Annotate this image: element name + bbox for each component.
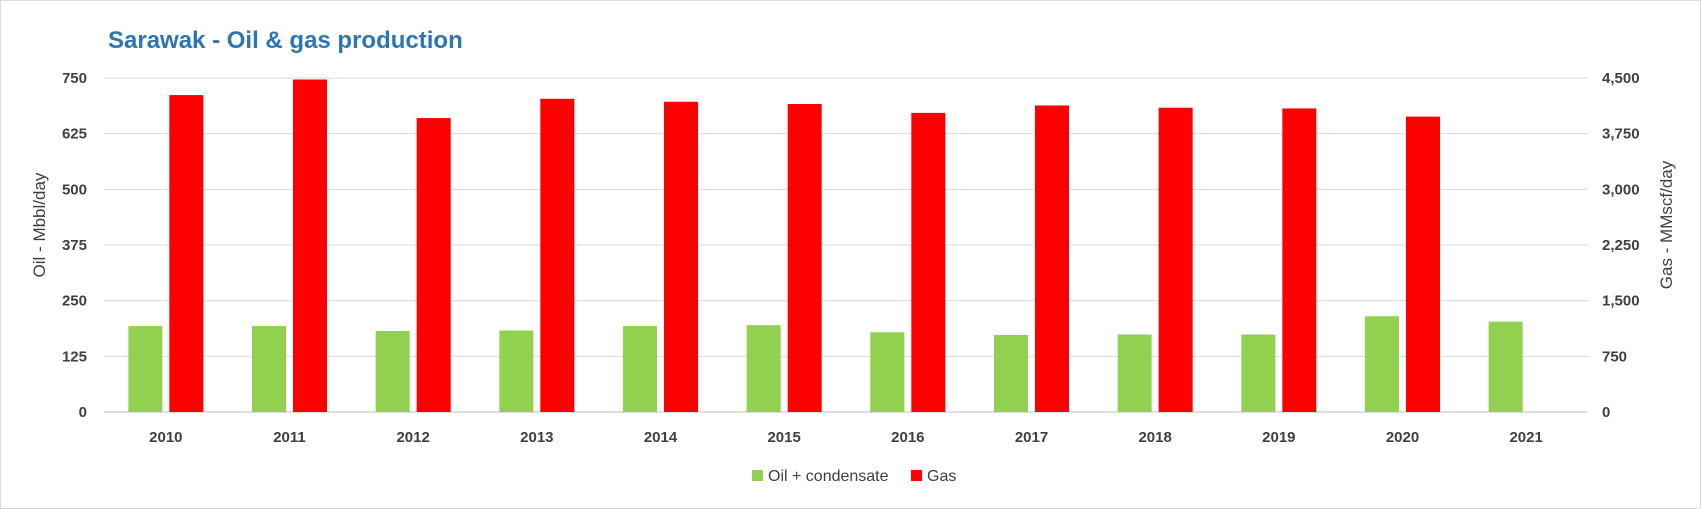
- x-axis-ticks: 2010 2011 2012 2013 2014 2015 2016 2017 2018 2019…: [149, 429, 1543, 446]
- x-tick-label: 2019: [1262, 429, 1295, 446]
- x-tick-label: 2011: [273, 429, 306, 446]
- bar-oil: [252, 326, 286, 412]
- right-axis-ticks: 0 750 1,500 2,250 3,000 3,750 4,500: [1602, 70, 1640, 421]
- bar-oil: [994, 334, 1028, 412]
- x-tick-label: 2017: [1015, 429, 1048, 446]
- legend-label-oil: Oil + condensate: [768, 468, 889, 485]
- bar-oil: [375, 330, 410, 412]
- right-axis-label: Gas - MMscf/day: [1657, 160, 1676, 289]
- x-tick-label: 2021: [1509, 429, 1542, 446]
- x-tick-label: 2018: [1138, 429, 1171, 446]
- right-tick-label: 2,250: [1602, 237, 1640, 254]
- bar-gas: [416, 118, 451, 412]
- legend-swatch-gas: [911, 470, 922, 481]
- right-tick-label: 4,500: [1602, 70, 1640, 87]
- left-axis-ticks: 0 125 250 375 500 625 750: [62, 70, 87, 421]
- right-tick-label: 3,750: [1602, 126, 1640, 143]
- legend-label-gas: Gas: [927, 468, 956, 485]
- bar-gas: [540, 98, 575, 412]
- left-tick-label: 500: [62, 181, 87, 198]
- bar-gas: [293, 79, 327, 413]
- x-tick-label: 2014: [644, 429, 678, 446]
- right-tick-label: 1,500: [1602, 293, 1640, 310]
- bar-gas: [787, 103, 822, 412]
- left-tick-label: 375: [62, 237, 87, 254]
- legend: Oil + condensate Gas: [752, 468, 956, 485]
- bar-oil: [128, 326, 163, 412]
- bar-gas: [911, 112, 946, 412]
- bar-oil: [746, 325, 781, 412]
- x-tick-label: 2010: [149, 429, 182, 446]
- x-tick-label: 2015: [767, 429, 800, 446]
- bar-gas: [169, 95, 204, 413]
- x-tick-label: 2012: [396, 429, 429, 446]
- bar-gas: [1035, 105, 1069, 412]
- bar-oil: [499, 330, 534, 412]
- left-tick-label: 250: [62, 293, 87, 310]
- bar-gas: [1158, 107, 1193, 412]
- legend-swatch-oil: [752, 470, 763, 481]
- right-tick-label: 0: [1602, 404, 1610, 421]
- bar-oil: [623, 326, 657, 412]
- left-tick-label: 625: [62, 126, 87, 143]
- bar-gas: [1406, 116, 1440, 413]
- right-tick-label: 750: [1602, 348, 1627, 365]
- right-tick-label: 3,000: [1602, 181, 1640, 198]
- left-tick-label: 125: [62, 348, 87, 365]
- bars: [128, 79, 1523, 413]
- left-tick-label: 0: [79, 404, 87, 421]
- left-axis-label: Oil - Mbbl/day: [30, 172, 49, 277]
- bar-oil: [1365, 316, 1399, 412]
- bar-gas: [664, 101, 698, 413]
- bar-gas: [1282, 108, 1317, 412]
- bar-oil: [1488, 321, 1523, 412]
- chart-title: Sarawak - Oil & gas production: [108, 27, 463, 54]
- gridlines: [104, 77, 1588, 413]
- bar-oil: [870, 332, 905, 412]
- x-tick-label: 2020: [1386, 429, 1419, 446]
- bar-oil: [1241, 334, 1276, 412]
- bar-oil: [1117, 334, 1152, 412]
- left-tick-label: 750: [62, 70, 87, 87]
- x-tick-label: 2013: [520, 429, 553, 446]
- x-tick-label: 2016: [891, 429, 924, 446]
